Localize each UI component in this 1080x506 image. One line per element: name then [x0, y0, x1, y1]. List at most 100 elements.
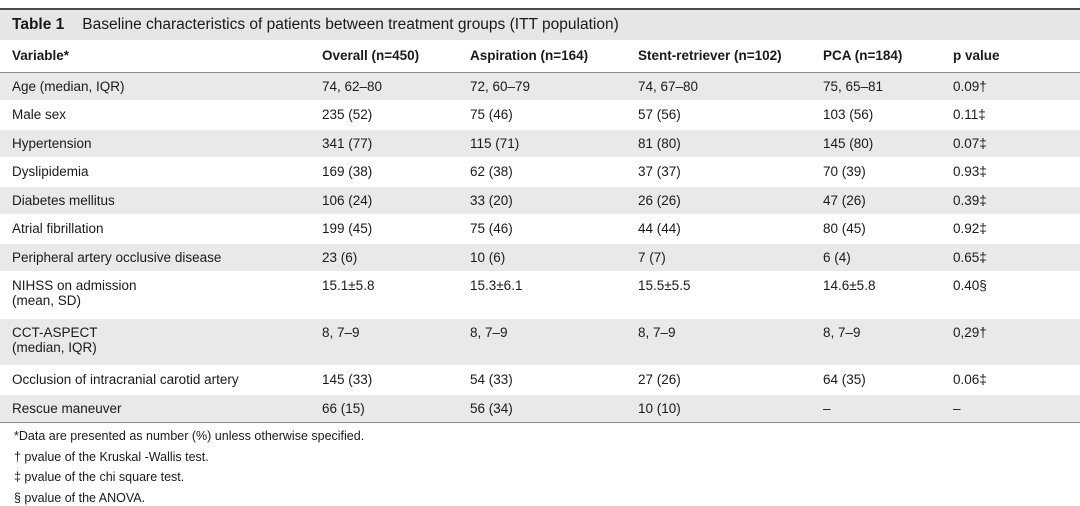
column-header-p-value: p value — [953, 42, 1080, 73]
cell-p-value: 0.11‡ — [953, 107, 986, 122]
variable-label-line: Peripheral artery occlusive disease — [12, 249, 222, 265]
variable-label-line: Male sex — [12, 107, 67, 122]
table-row: Age (median, IQR) 74, 62–80 72, 60–79 74, 6… — [0, 72, 1080, 101]
table-row: Hypertension 341 (77) 115 (71) 81 (80) 145 (… — [0, 129, 1080, 158]
cell-p-value: 0.09† — [953, 78, 987, 94]
cell-p-value: 0.39‡ — [953, 192, 987, 208]
cell-variable: Male sex — [0, 101, 322, 130]
cell-aspiration: 56 (34) — [470, 400, 513, 416]
table-row: Atrial fibrillation 199 (45) 75 (46) 44 (44… — [0, 214, 1080, 244]
cell-overall: 145 (33) — [322, 372, 373, 387]
table-row: NIHSS on admission (mean, SD) 15.1±5.8 15.3… — [0, 271, 1080, 319]
cell-pca: 6 (4) — [823, 249, 851, 265]
cell-aspiration: 33 (20) — [470, 192, 513, 208]
cell-overall: 169 (38) — [322, 164, 373, 179]
cell-pca: 14.6±5.8 — [823, 278, 876, 293]
cell-aspiration: 62 (38) — [470, 164, 513, 179]
cell-stent-retriever: 8, 7–9 — [638, 325, 676, 340]
cell-pca: 8, 7–9 — [823, 325, 861, 340]
cell-pca: – — [823, 400, 831, 416]
variable-label-line: Age (median, IQR) — [12, 78, 125, 94]
footnote: *Data are presented as number (%) unless… — [14, 429, 365, 443]
cell-aspiration: 10 (6) — [470, 249, 506, 265]
cell-overall: 23 (6) — [322, 249, 358, 265]
table-caption: Baseline characteristics of patients bet… — [82, 16, 619, 33]
table-row: Occlusion of intracranial carotid artery… — [0, 365, 1080, 395]
column-header-stent-retriever: Stent-retriever (n=102) — [638, 42, 823, 73]
variable-label-line: Diabetes mellitus — [12, 192, 115, 208]
cell-overall: 106 (24) — [322, 192, 373, 208]
cell-pca: 145 (80) — [823, 135, 874, 151]
table-number: Table 1 — [12, 16, 65, 33]
cell-aspiration: 72, 60–79 — [470, 78, 531, 94]
variable-label-line: (mean, SD) — [12, 293, 82, 308]
cell-stent-retriever: 7 (7) — [638, 249, 666, 265]
cell-stent-retriever: 74, 67–80 — [638, 78, 699, 94]
table-row: Diabetes mellitus 106 (24) 33 (20) 26 (26) 4… — [0, 186, 1080, 215]
variable-label-line: Dyslipidemia — [12, 164, 89, 179]
cell-variable: Atrial fibrillation — [0, 215, 322, 244]
cell-overall: 341 (77) — [322, 135, 373, 151]
cell-overall: 8, 7–9 — [322, 325, 360, 340]
column-header-aspiration: Aspiration (n=164) — [470, 42, 638, 73]
cell-variable: Peripheral artery occlusive disease — [0, 243, 322, 272]
cell-p-value: 0.06‡ — [953, 372, 987, 387]
cell-p-value: 0,29† — [953, 325, 987, 340]
variable-label-line: Atrial fibrillation — [12, 221, 104, 236]
cell-p-value: 0.40§ — [953, 278, 987, 293]
cell-pca: 80 (45) — [823, 221, 866, 236]
table-row: CCT-ASPECT (median, IQR) 8, 7–9 8, 7–9 8, 7–… — [0, 318, 1080, 366]
cell-stent-retriever: 81 (80) — [638, 135, 681, 151]
table-row: Dyslipidemia 169 (38) 62 (38) 37 (37) 70 (39… — [0, 157, 1080, 187]
cell-p-value: – — [953, 400, 961, 416]
cell-pca: 70 (39) — [823, 164, 866, 179]
cell-overall: 15.1±5.8 — [322, 278, 375, 293]
table-row: Rescue maneuver 66 (15) 56 (34) 10 (10) – – — [0, 394, 1080, 423]
cell-p-value: 0.07‡ — [953, 135, 987, 151]
cell-stent-retriever: 26 (26) — [638, 192, 681, 208]
cell-aspiration: 75 (46) — [470, 221, 513, 236]
table-row: Male sex 235 (52) 75 (46) 57 (56) 103 (56) 0.… — [0, 100, 1080, 130]
cell-stent-retriever: 27 (26) — [638, 372, 681, 387]
variable-label-line: Occlusion of intracranial carotid artery — [12, 372, 239, 387]
cell-aspiration: 15.3±6.1 — [470, 278, 523, 293]
cell-stent-retriever: 44 (44) — [638, 221, 681, 236]
cell-stent-retriever: 37 (37) — [638, 164, 681, 179]
cell-overall: 235 (52) — [322, 107, 373, 122]
footnote: † pvalue of the Kruskal -Wallis test. — [14, 449, 209, 464]
variable-label-line: (median, IQR) — [12, 340, 97, 355]
column-header-pca: PCA (n=184) — [823, 42, 953, 73]
cell-aspiration: 75 (46) — [470, 107, 513, 122]
variable-label-line: CCT-ASPECT — [12, 325, 98, 340]
cell-overall: 74, 62–80 — [322, 78, 383, 94]
table-footnotes: *Data are presented as number (%) unless… — [14, 426, 364, 506]
cell-stent-retriever: 57 (56) — [638, 107, 681, 122]
cell-variable: Rescue maneuver — [0, 394, 322, 423]
cell-variable: Occlusion of intracranial carotid artery — [0, 366, 322, 395]
table-header-row: Variable* Overall (n=450) Aspiration (n=… — [0, 42, 1080, 73]
variable-label-line: Hypertension — [12, 135, 92, 151]
baseline-characteristics-table: Variable* Overall (n=450) Aspiration (n=… — [0, 42, 1080, 423]
cell-aspiration: 115 (71) — [470, 135, 520, 151]
variable-label-line: NIHSS on admission — [12, 278, 137, 293]
variable-label-line: Rescue maneuver — [12, 400, 122, 416]
cell-pca: 75, 65–81 — [823, 78, 884, 94]
cell-pca: 103 (56) — [823, 107, 874, 122]
cell-variable: Age (median, IQR) — [0, 72, 322, 101]
cell-p-value: 0.92‡ — [953, 221, 987, 236]
cell-aspiration: 54 (33) — [470, 372, 513, 387]
cell-variable: Dyslipidemia — [0, 158, 322, 187]
cell-variable: Hypertension — [0, 129, 322, 158]
footnote: ‡ pvalue of the chi square test. — [14, 470, 185, 484]
cell-variable: Diabetes mellitus — [0, 186, 322, 215]
table-row: Peripheral artery occlusive disease 23 (6… — [0, 243, 1080, 272]
column-header-variable: Variable* — [0, 42, 322, 73]
cell-aspiration: 8, 7–9 — [470, 325, 508, 340]
cell-p-value: 0.65‡ — [953, 249, 987, 265]
footnote: § pvalue of the ANOVA. — [14, 490, 146, 505]
cell-variable: NIHSS on admission (mean, SD) — [0, 272, 322, 319]
cell-p-value: 0.93‡ — [953, 164, 987, 179]
cell-stent-retriever: 15.5±5.5 — [638, 278, 691, 293]
table-title-bar: Table 1 Baseline characteristics of pati… — [0, 8, 1080, 40]
cell-overall: 199 (45) — [322, 221, 373, 236]
